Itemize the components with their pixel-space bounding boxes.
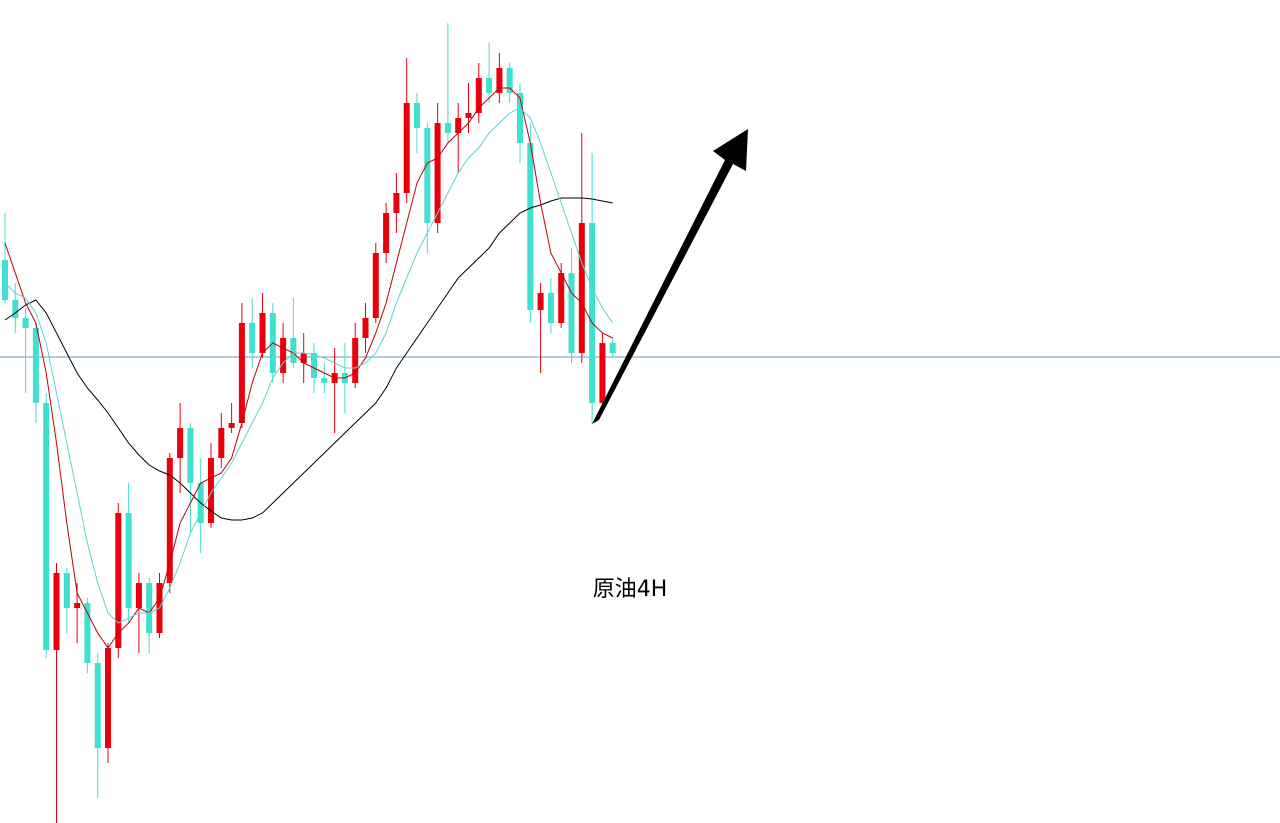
candle-body (2, 260, 8, 300)
candle-body (146, 583, 153, 633)
candle-body (383, 213, 390, 253)
candle-body (568, 273, 575, 353)
candle-body (599, 343, 606, 403)
candle-body (352, 338, 359, 383)
candle-body (187, 428, 194, 483)
candle-body (115, 513, 122, 648)
candle-body (22, 318, 29, 328)
candle-body (43, 403, 50, 650)
candle-body (424, 128, 431, 223)
arrow (592, 129, 748, 424)
moving-average (4, 87, 613, 649)
candle-body (94, 663, 101, 748)
candle-body (218, 428, 225, 458)
candle-body (496, 68, 503, 93)
candle-body (63, 573, 70, 608)
candle-body (208, 458, 214, 523)
candle-body (589, 223, 596, 403)
candle-body (434, 123, 441, 223)
candle-body (475, 78, 482, 113)
candle-body (300, 353, 307, 363)
candle-body (228, 423, 235, 428)
candle-body (506, 68, 513, 93)
moving-average (4, 107, 614, 624)
candle-body (177, 428, 184, 458)
candle-body (537, 293, 544, 310)
candle-body (547, 293, 554, 323)
plot (0, 23, 1280, 823)
candle-body (455, 118, 462, 133)
candle-body (259, 313, 266, 353)
candle-body (362, 318, 369, 338)
candle-body (135, 583, 142, 608)
candle-body (527, 143, 534, 310)
candle-body (280, 338, 287, 373)
candle-body (486, 78, 493, 93)
candle-body (290, 338, 297, 363)
candle-body (465, 113, 472, 118)
candle-body (578, 223, 585, 353)
candle-body (238, 323, 245, 423)
candle-body (84, 603, 91, 663)
candle-body (403, 103, 410, 193)
candle-body (74, 603, 81, 608)
candle-body (558, 273, 565, 323)
candle-body (166, 458, 173, 583)
candle-body (393, 193, 400, 213)
candle-body (321, 378, 328, 383)
candle-body (12, 300, 19, 318)
candle-body (372, 253, 379, 318)
moving-average (4, 197, 613, 521)
candle-body (444, 123, 451, 133)
annotation: 原油4H (593, 577, 668, 602)
candle-body (32, 328, 39, 403)
candle-body (249, 323, 256, 353)
candle-body (105, 648, 111, 748)
candle-body (609, 343, 616, 353)
candle-body (53, 573, 60, 650)
candle-body (311, 353, 317, 378)
candle-body (125, 513, 132, 608)
candle-body (414, 103, 420, 128)
candle-body (517, 93, 523, 143)
